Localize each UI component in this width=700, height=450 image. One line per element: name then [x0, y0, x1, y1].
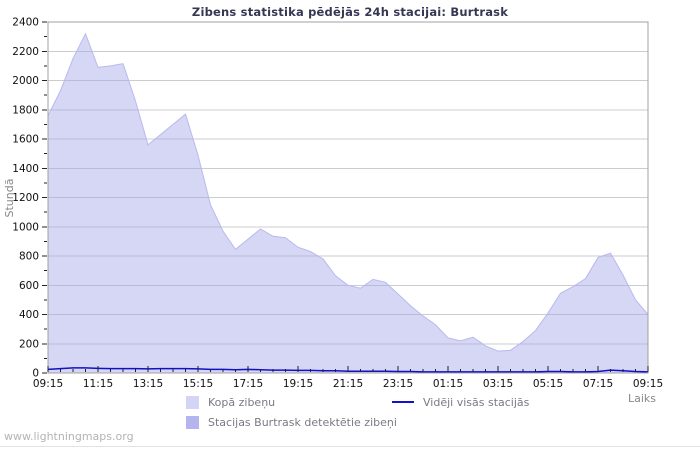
station-detected-swatch	[186, 415, 199, 429]
legend-item-station: Stacijas Burtrask detektētie zibeņi	[186, 415, 397, 429]
svg-text:1200: 1200	[12, 192, 39, 204]
svg-text:03:15: 03:15	[483, 378, 513, 390]
svg-text:05:15: 05:15	[533, 378, 563, 390]
svg-text:19:15: 19:15	[283, 378, 313, 390]
svg-text:17:15: 17:15	[233, 378, 263, 390]
svg-text:21:15: 21:15	[333, 378, 363, 390]
svg-text:400: 400	[19, 309, 39, 321]
y-axis-title: Stundā	[3, 178, 16, 218]
legend-label-total: Kopā zibeņu	[208, 395, 276, 409]
svg-text:0: 0	[32, 368, 39, 380]
legend-label-station: Stacijas Burtrask detektētie zibeņi	[208, 415, 397, 429]
svg-text:23:15: 23:15	[383, 378, 413, 390]
svg-text:07:15: 07:15	[583, 378, 613, 390]
gridlines	[48, 50, 648, 345]
legend-label-average: Vidēji visās stacijās	[423, 395, 530, 409]
x-axis-title: Laiks	[627, 392, 656, 405]
svg-text:1600: 1600	[12, 134, 39, 146]
svg-text:1400: 1400	[12, 163, 39, 175]
svg-text:1800: 1800	[12, 104, 39, 116]
svg-text:2000: 2000	[12, 75, 39, 87]
svg-text:200: 200	[19, 338, 39, 350]
average-line-swatch	[392, 401, 414, 403]
svg-text:2400: 2400	[12, 17, 39, 29]
tick-labels: 0 200 400 600 800 1000 1200 1400 1600 1800 2000 220…	[12, 17, 663, 391]
legend: Kopā zibeņu Stacijas Burtrask detektētie…	[0, 392, 700, 438]
svg-text:01:15: 01:15	[433, 378, 463, 390]
plot-border-and-ticks	[42, 21, 649, 374]
watermark-link[interactable]: www.lightningmaps.org	[4, 430, 134, 443]
svg-text:15:15: 15:15	[183, 378, 213, 390]
svg-text:1000: 1000	[12, 221, 39, 233]
chart-title: Zibens statistika pēdējās 24h stacijai: …	[191, 5, 509, 19]
legend-item-total: Kopā zibeņu	[186, 395, 275, 409]
total-lightning-area	[48, 33, 648, 373]
svg-text:09:15: 09:15	[33, 378, 63, 390]
svg-text:09:15: 09:15	[633, 378, 663, 390]
svg-text:800: 800	[19, 251, 39, 263]
svg-text:2200: 2200	[12, 46, 39, 58]
legend-item-average: Vidēji visās stacijās	[392, 395, 529, 409]
svg-text:600: 600	[19, 280, 39, 292]
total-lightning-area-edge	[47, 32, 649, 352]
svg-text:13:15: 13:15	[133, 378, 163, 390]
svg-text:11:15: 11:15	[83, 378, 113, 390]
total-lightning-swatch	[186, 395, 199, 409]
footer-divider	[0, 446, 700, 447]
